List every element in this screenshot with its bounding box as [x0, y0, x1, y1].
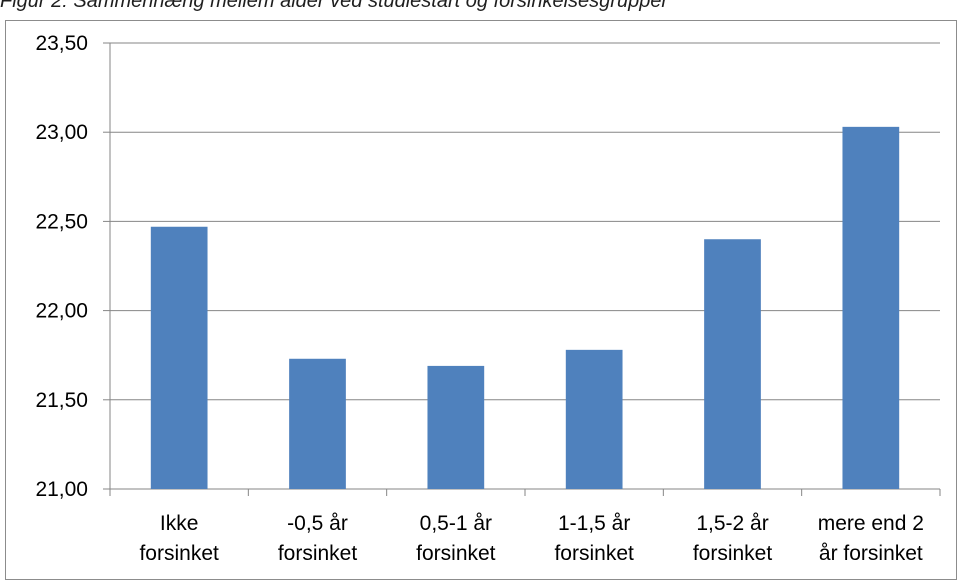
y-tick-label: 23,00 [35, 121, 88, 144]
bar [289, 358, 346, 489]
bar [150, 226, 208, 489]
x-category-label: forsinket [554, 542, 634, 565]
figure-caption: Figur 2: Sammenhæng mellem alder ved stu… [0, 0, 669, 12]
y-tick-label: 21,00 [35, 478, 88, 501]
y-tick-label: 21,50 [35, 389, 88, 412]
bar [565, 349, 623, 489]
y-tick-label: 22,50 [35, 210, 88, 233]
x-category-label: forsinket [693, 542, 773, 565]
bar [427, 365, 485, 489]
bar [842, 126, 900, 490]
x-category-label: 1,5-2 år [696, 512, 768, 535]
x-category-label: forsinket [278, 542, 358, 565]
y-tick-label: 22,00 [35, 300, 88, 323]
x-category-label: 0,5-1 år [420, 512, 492, 535]
x-category-label: 1-1,5 år [558, 512, 630, 535]
y-tick-label: 23,50 [35, 32, 88, 55]
x-category-label: forsinket [139, 542, 219, 565]
x-category-label: forsinket [416, 542, 496, 565]
x-category-label: Ikke [160, 512, 199, 535]
x-category-label: år forsinket [819, 542, 923, 565]
bar [704, 239, 761, 489]
x-category-label: -0,5 år [287, 512, 348, 535]
x-category-label: mere end 2 [818, 512, 924, 535]
